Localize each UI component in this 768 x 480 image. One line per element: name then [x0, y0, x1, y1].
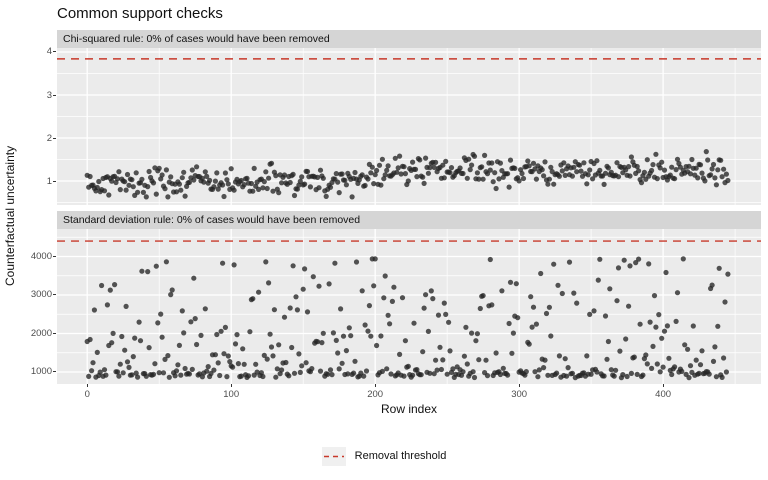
x-tick-mark	[374, 384, 376, 387]
x-tick-label: 100	[223, 389, 240, 400]
x-tick-label: 300	[511, 389, 528, 400]
y-tick-label: 3	[46, 89, 52, 101]
y-tick-mark	[53, 137, 56, 139]
x-axis-label: Row index	[380, 402, 438, 416]
x-tick-label: 200	[367, 389, 384, 400]
y-tick-label: 4	[46, 46, 52, 58]
x-tick-mark	[86, 384, 88, 387]
y-tick-mark	[53, 294, 56, 296]
legend-label: Removal threshold	[354, 450, 447, 462]
y-tick-mark	[53, 180, 56, 182]
facet-strip-chi-squared: Chi-squared rule: 0% of cases would have…	[57, 30, 761, 48]
y-tick-label: 4000	[30, 250, 52, 262]
y-tick-mark	[53, 332, 56, 334]
removal-threshold-line-sample	[323, 455, 344, 457]
facet-strip-chi-squared-label: Chi-squared rule: 0% of cases would have…	[63, 33, 330, 45]
y-tick-mark	[53, 255, 56, 257]
facet-strip-standard-deviation-label: Standard deviation rule: 0% of cases wou…	[63, 214, 361, 226]
y-tick-label: 2	[46, 132, 52, 144]
y-tick-mark	[53, 371, 56, 373]
legend-key-dashed-line	[321, 446, 346, 466]
panel-standard-deviation	[57, 229, 761, 384]
y-tick-mark	[53, 94, 56, 96]
y-tick-label: 1000	[30, 366, 52, 378]
legend: Removal threshold	[0, 444, 768, 468]
x-tick-label: 400	[655, 389, 672, 400]
x-tick-label: 0	[84, 389, 90, 400]
y-tick-label: 2000	[30, 327, 52, 339]
x-tick-mark	[662, 384, 664, 387]
plot-title: Common support checks	[57, 5, 223, 22]
y-tick-mark	[53, 51, 56, 53]
x-tick-mark	[230, 384, 232, 387]
x-tick-mark	[518, 384, 520, 387]
panel-chi-squared	[57, 48, 761, 205]
y-tick-label: 1	[46, 175, 52, 187]
y-tick-label: 3000	[30, 289, 52, 301]
facet-strip-standard-deviation: Standard deviation rule: 0% of cases wou…	[57, 211, 761, 229]
